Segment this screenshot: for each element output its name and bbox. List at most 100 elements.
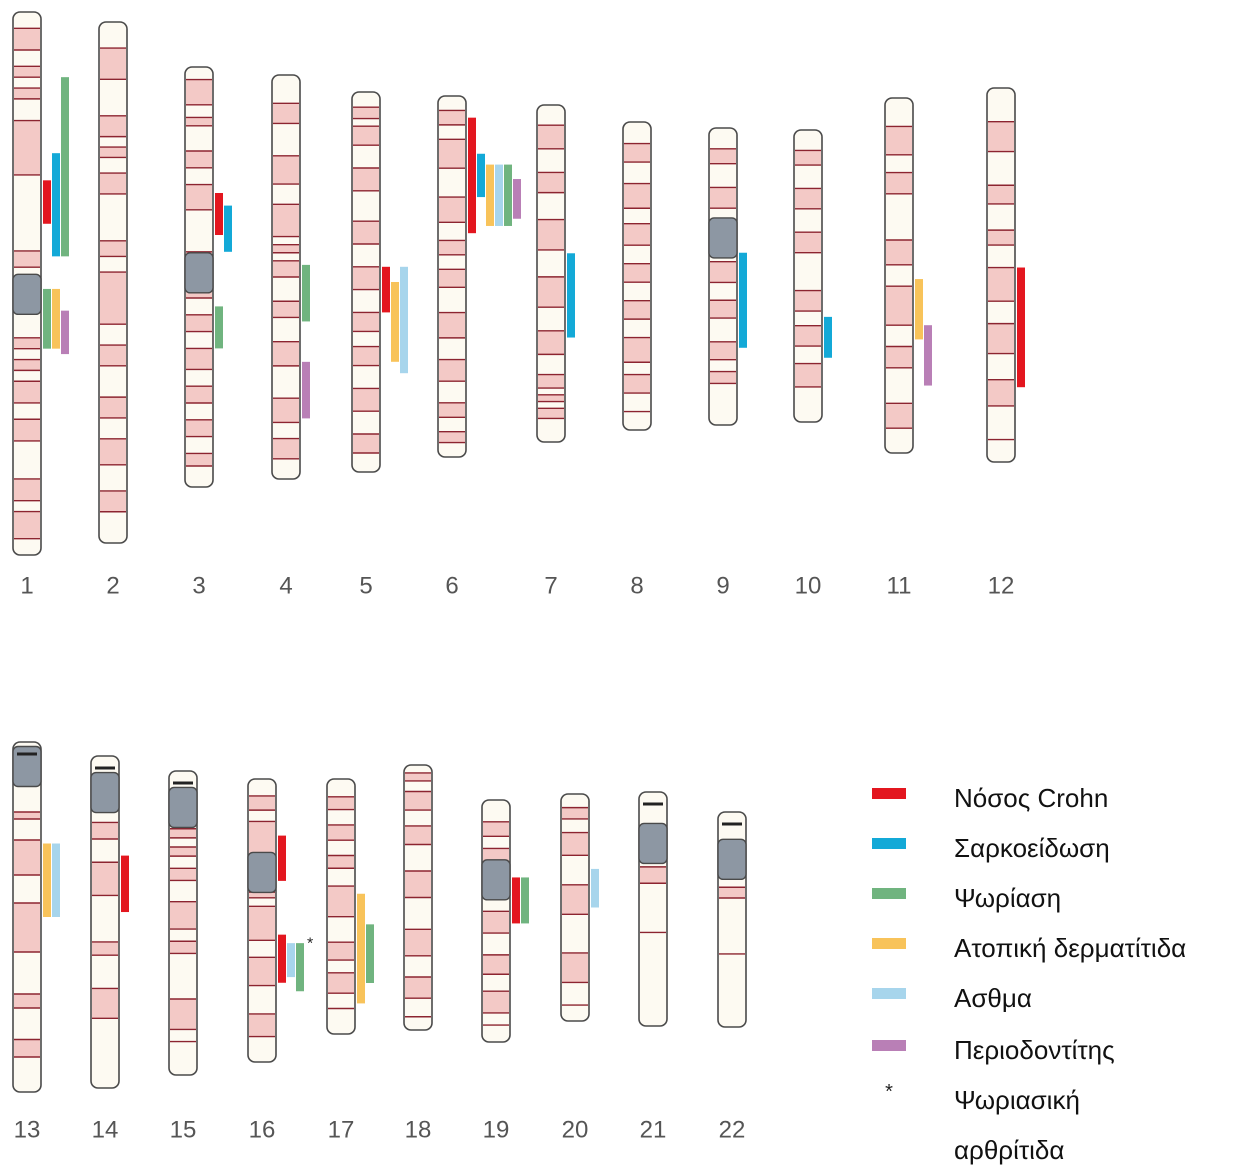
locus-crohn-chr14 [121,855,129,913]
asterisk-marker-icon: * [885,1081,893,1103]
band-fill [92,988,118,1019]
band-fill [186,419,212,437]
band-fill [795,290,821,312]
band-fill [624,143,650,163]
band-fill [988,230,1014,246]
chromosome-label: 10 [795,572,822,599]
locus-crohn-chr1 [43,180,51,224]
band-fill [405,871,431,898]
psoriasis-swatch [872,888,906,899]
band-fill [186,184,212,210]
band-fill [249,795,275,811]
band-fill [14,28,40,51]
band-fill [328,972,354,994]
locus-asthma-chr13 [52,843,60,917]
locus-atopic-chr11 [915,279,923,340]
chromosome-label: 18 [405,1116,432,1143]
band-fill [562,952,588,983]
band-fill [14,250,40,268]
centromere [184,252,214,294]
band-fill [405,929,431,956]
locus-asthma-chr6 [495,164,503,226]
locus-crohn-chr19 [512,877,520,924]
band-fill [273,438,299,459]
band-fill [100,240,126,257]
legend-label-crohn: Νόσος Crohn [954,783,1109,813]
band-fill [353,266,379,290]
band-fill [353,434,379,453]
locus-crohn-chr3 [215,193,223,235]
periodontitis-swatch [872,1040,906,1051]
band-fill [100,48,126,80]
band-fill [483,821,509,837]
band-fill [795,150,821,166]
chromosome-label: 9 [716,572,729,599]
chromosome-label: 2 [106,572,119,599]
band-fill [439,269,465,288]
band-fill [170,868,196,881]
locus-crohn-chr12 [1017,267,1025,388]
band-fill [624,374,650,394]
band-fill [170,828,196,838]
band-fill [439,402,465,418]
band-fill [328,855,354,869]
band-fill [249,1013,275,1037]
locus-atopic-chr1 [52,288,60,349]
centromere [168,786,198,829]
locus-crohn-chr6 [468,117,476,234]
locus-perio-chr4 [302,361,310,419]
locus-psor-chr4 [302,264,310,322]
band-fill [14,903,40,952]
band-fill [886,126,912,155]
band-fill [710,300,736,319]
band-fill [186,386,212,403]
band-fill [988,379,1014,406]
band-fill [624,263,650,283]
chromosome-label: 14 [92,1116,119,1143]
band-fill [100,173,126,194]
chromosome-label: 13 [14,1116,41,1143]
band-fill [186,348,212,370]
asthma-swatch [872,988,906,999]
band-fill [273,260,299,277]
band-fill [353,388,379,412]
band-fill [92,941,118,956]
chromosome-label: 19 [483,1116,510,1143]
band-fill [328,824,354,841]
locus-psor-chr19 [521,877,529,924]
locus-sarc-chr7 [567,253,575,338]
locus-crohn-chr5 [382,266,390,313]
band-fill [186,151,212,168]
legend-label-psoriasis: Ψωρίαση [954,883,1062,913]
band-fill [353,168,379,191]
legend-label-sarcoidosis: Σαρκοείδωση [954,833,1110,863]
band-fill [988,185,1014,204]
band-fill [273,155,299,185]
locus-psor-chr3 [215,306,223,349]
band-fill [353,346,379,366]
band-fill [795,325,821,347]
centromere [12,745,42,788]
band-fill [886,240,912,265]
atopic-dermatitis-swatch [872,938,906,949]
band-fill [14,840,40,875]
band-fill [14,88,40,99]
band-fill [483,911,509,934]
band-fill [710,187,736,209]
band-fill [439,197,465,223]
band-fill [100,147,126,158]
centromere [638,822,668,865]
band-fill [186,314,212,332]
locus-perio-chr6 [513,179,521,219]
locus-asthma-chr5 [400,266,408,374]
locus-psor-chr6 [504,164,512,226]
legend-label-asthma: Ασθμα [954,983,1032,1013]
band-fill [483,954,509,975]
band-fill [170,847,196,857]
band-fill [439,359,465,382]
band-fill [538,394,564,402]
band-fill [795,363,821,387]
band-fill [439,431,465,443]
locus-psor-chr16 [296,943,304,992]
